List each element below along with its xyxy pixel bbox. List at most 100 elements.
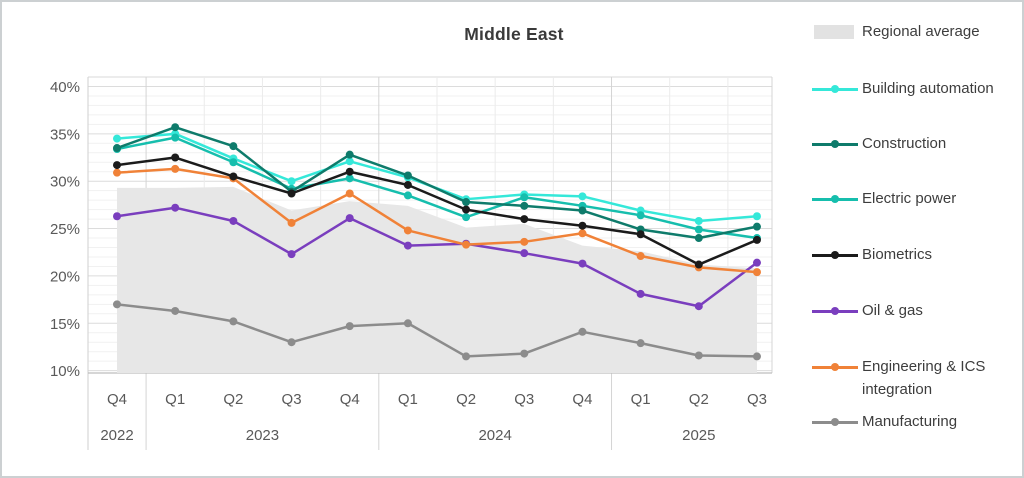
data-point-electric-power (229, 158, 238, 167)
y-tick-label: 35% (50, 126, 80, 143)
data-point-manufacturing (229, 317, 238, 326)
data-point-construction (578, 206, 587, 215)
data-point-oil-gas (229, 216, 238, 225)
year-label: 2022 (100, 427, 133, 444)
data-point-construction (694, 234, 703, 243)
dot-marker-icon (831, 195, 839, 203)
data-point-engineering-ics-integration (752, 268, 761, 277)
data-point-construction (229, 142, 238, 151)
x-tick-label: Q2 (456, 391, 476, 408)
series-line-manufacturing (113, 300, 761, 361)
data-point-oil-gas (520, 249, 529, 258)
x-tick-label: Q3 (282, 391, 302, 408)
data-point-oil-gas (752, 258, 761, 267)
data-point-electric-power (171, 133, 180, 142)
data-point-manufacturing (694, 351, 703, 360)
data-point-biometrics (694, 260, 703, 269)
data-point-manufacturing (462, 352, 471, 361)
data-point-biometrics (636, 230, 645, 239)
data-point-engineering-ics-integration (462, 240, 471, 249)
data-point-electric-power (520, 193, 529, 202)
legend-item-manufacturing: Manufacturing (812, 410, 957, 434)
data-point-engineering-ics-integration (171, 164, 180, 173)
area-swatch-icon (814, 25, 854, 39)
data-point-manufacturing (345, 322, 354, 331)
data-point-construction (520, 201, 529, 210)
data-point-building-automation (287, 177, 296, 186)
legend-item-biometrics: Biometrics (812, 243, 932, 267)
y-tick-label: 40% (50, 79, 80, 96)
x-tick-label: Q4 (340, 391, 360, 408)
legend-line-marker (812, 355, 858, 379)
data-point-building-automation (752, 212, 761, 221)
data-point-biometrics (345, 167, 354, 176)
year-label: 2025 (682, 427, 715, 444)
legend-label: Electric power (862, 190, 957, 207)
plot-area: 40%35%30%25%20%15%10%Q4 Q1 Q2 Q3 Q4 Q1 Q2 Q3 Q4 Q… (50, 76, 773, 450)
x-axis-labels: Q4 Q1 Q2 Q3 Q4 Q1 Q2 Q3 Q4 Q1 Q2 Q3 2022 2023 2024 2025 (100, 391, 767, 444)
y-axis-labels: 40% 35% 30% 25% 20% 15% 10% (50, 79, 80, 380)
data-point-biometrics (752, 235, 761, 244)
dot-marker-icon (831, 251, 839, 259)
data-point-engineering-ics-integration (113, 168, 121, 177)
data-point-building-automation (345, 157, 354, 166)
data-point-manufacturing (403, 319, 412, 328)
data-point-biometrics (403, 180, 412, 189)
legend-item-construction: Construction (812, 132, 946, 156)
data-point-building-automation (113, 134, 121, 143)
legend-line-marker (812, 77, 858, 101)
legend-line-marker (812, 187, 858, 211)
dot-marker-icon (831, 418, 839, 426)
legend-line-marker (812, 132, 858, 156)
regional-average-area (117, 186, 757, 373)
data-point-electric-power (345, 174, 354, 183)
data-point-biometrics (113, 161, 121, 170)
year-label: 2023 (246, 427, 279, 444)
legend: Regional average Building automation Const… (802, 2, 1022, 476)
data-point-oil-gas (345, 214, 354, 223)
x-tick-label: Q3 (514, 391, 534, 408)
x-tick-label: Q1 (165, 391, 185, 408)
data-point-oil-gas (694, 302, 703, 311)
data-point-engineering-ics-integration (403, 226, 412, 235)
data-point-manufacturing (113, 300, 121, 309)
data-point-biometrics (229, 172, 238, 181)
data-point-construction (462, 198, 471, 207)
y-tick-label: 20% (50, 268, 80, 285)
data-point-manufacturing (171, 306, 180, 315)
legend-label: Engineering & ICS integration (862, 358, 986, 398)
data-point-electric-power (403, 191, 412, 200)
legend-item-electric-power: Electric power (812, 187, 956, 211)
data-point-oil-gas (287, 250, 296, 259)
data-point-manufacturing (287, 338, 296, 347)
y-tick-label: 30% (50, 174, 80, 191)
legend-area-swatch (812, 20, 858, 44)
y-tick-label: 10% (50, 363, 80, 380)
data-point-electric-power (636, 211, 645, 220)
data-point-electric-power (462, 213, 471, 222)
data-point-biometrics (171, 153, 180, 162)
legend-item-engineering-ics-integration: Engineering & ICS integration (812, 355, 1022, 401)
x-tick-label: Q1 (631, 391, 651, 408)
x-tick-label: Q2 (689, 391, 709, 408)
series-line-oil-gas (113, 203, 761, 311)
legend-item-oil-gas: Oil & gas (812, 299, 923, 323)
series-line-biometrics (113, 153, 761, 269)
data-point-engineering-ics-integration (636, 252, 645, 261)
data-point-engineering-ics-integration (287, 218, 296, 227)
data-point-oil-gas (578, 259, 587, 268)
data-point-building-automation (694, 216, 703, 225)
legend-label: Manufacturing (862, 413, 958, 430)
legend-label: Construction (862, 135, 947, 152)
data-point-electric-power (694, 225, 703, 234)
y-tick-label: 25% (50, 221, 80, 238)
dot-marker-icon (831, 307, 839, 315)
legend-label: Regional average (862, 23, 980, 40)
dot-marker-icon (831, 363, 839, 371)
x-tick-label: Q2 (223, 391, 243, 408)
dot-marker-icon (831, 140, 839, 148)
data-point-manufacturing (520, 349, 529, 358)
legend-line-marker (812, 299, 858, 323)
legend-label: Oil & gas (862, 302, 923, 319)
